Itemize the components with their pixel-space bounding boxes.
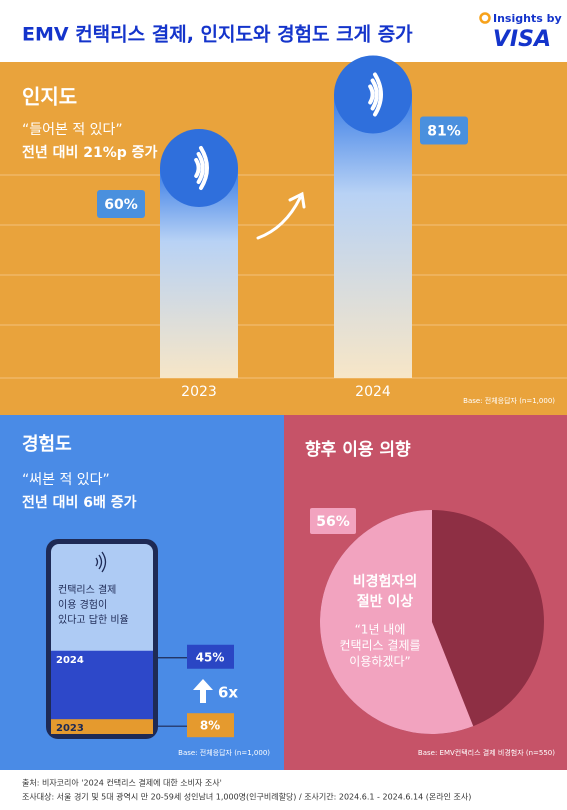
awareness-quote: “들어본 적 있다” xyxy=(22,122,123,138)
multiplier: 6x xyxy=(218,684,238,702)
year-label: 2024 xyxy=(56,655,84,666)
header-bg xyxy=(0,0,567,62)
logo-top: Insights by xyxy=(493,12,562,25)
awareness-summary: 전년 대비 21%p 증가 xyxy=(22,144,158,161)
intention-quote: “1년 내에 xyxy=(355,623,406,637)
value-label: 8% xyxy=(200,719,220,733)
contactless-icon xyxy=(199,146,209,190)
value-label: 56% xyxy=(316,514,350,530)
experience-quote: “써본 적 있다” xyxy=(22,472,110,488)
pie-slice xyxy=(319,510,474,734)
contactless-icon xyxy=(368,84,375,105)
title: EMV 컨택리스 결제, 인지도와 경험도 크게 증가 xyxy=(22,24,413,46)
year-label: 2024 xyxy=(355,384,391,400)
intention-heading: 향후 이용 의향 xyxy=(305,439,411,460)
logo-brand: VISA xyxy=(493,27,551,52)
awareness-bg xyxy=(0,62,567,415)
value-label: 81% xyxy=(427,124,461,140)
phone-icon xyxy=(95,551,107,573)
logo-dot xyxy=(479,12,491,24)
value-label: 45% xyxy=(196,650,225,664)
experience-heading: 경험도 xyxy=(22,433,72,455)
contactless-icon xyxy=(370,78,379,111)
contactless-icon xyxy=(196,152,205,184)
experience-summary: 전년 대비 6배 증가 xyxy=(22,494,137,511)
intention-quote: 이용하겠다” xyxy=(349,655,410,669)
year-label: 2023 xyxy=(56,723,84,734)
footer-text: 조사대상: 서울 경기 및 5대 광역시 만 20-59세 성인남녀 1,000… xyxy=(22,792,471,802)
value-box xyxy=(187,644,234,669)
highlight: 절반 이상 xyxy=(357,593,414,610)
value-box xyxy=(187,713,234,738)
guide-lines xyxy=(0,174,567,379)
awareness-base: Base: 전체응답자 (n=1,000) xyxy=(463,396,555,405)
screen-text: 컨택리스 결제 xyxy=(58,584,116,596)
growth-arrow xyxy=(256,191,306,240)
screen-text: 있다고 답한 비율 xyxy=(58,614,129,626)
year-label: 2023 xyxy=(181,384,217,400)
awareness-heading: 인지도 xyxy=(22,85,77,109)
footer-bg xyxy=(0,770,567,810)
experience-base: Base: 전체응답자 (n=1,000) xyxy=(178,748,270,757)
value-box xyxy=(97,190,145,218)
value-label: 60% xyxy=(104,197,138,213)
screen-text: 이용 경험이 xyxy=(58,598,107,611)
highlight: 비경험자의 xyxy=(353,573,417,590)
up-arrow xyxy=(193,679,213,703)
value-box xyxy=(310,508,356,534)
contactless-icon xyxy=(373,72,383,117)
intention-quote: 컨택리스 결제를 xyxy=(339,639,420,653)
contactless-icon xyxy=(194,158,201,178)
value-box xyxy=(420,116,468,145)
bar xyxy=(334,94,412,378)
fill-bar xyxy=(51,719,153,734)
intention-base: Base: EMV컨택리스 결제 비경험자 (n=550) xyxy=(418,748,555,757)
footer-text: 출처: 비자코리아 '2024 컨택리스 결제에 대한 소비자 조사' xyxy=(22,778,222,788)
